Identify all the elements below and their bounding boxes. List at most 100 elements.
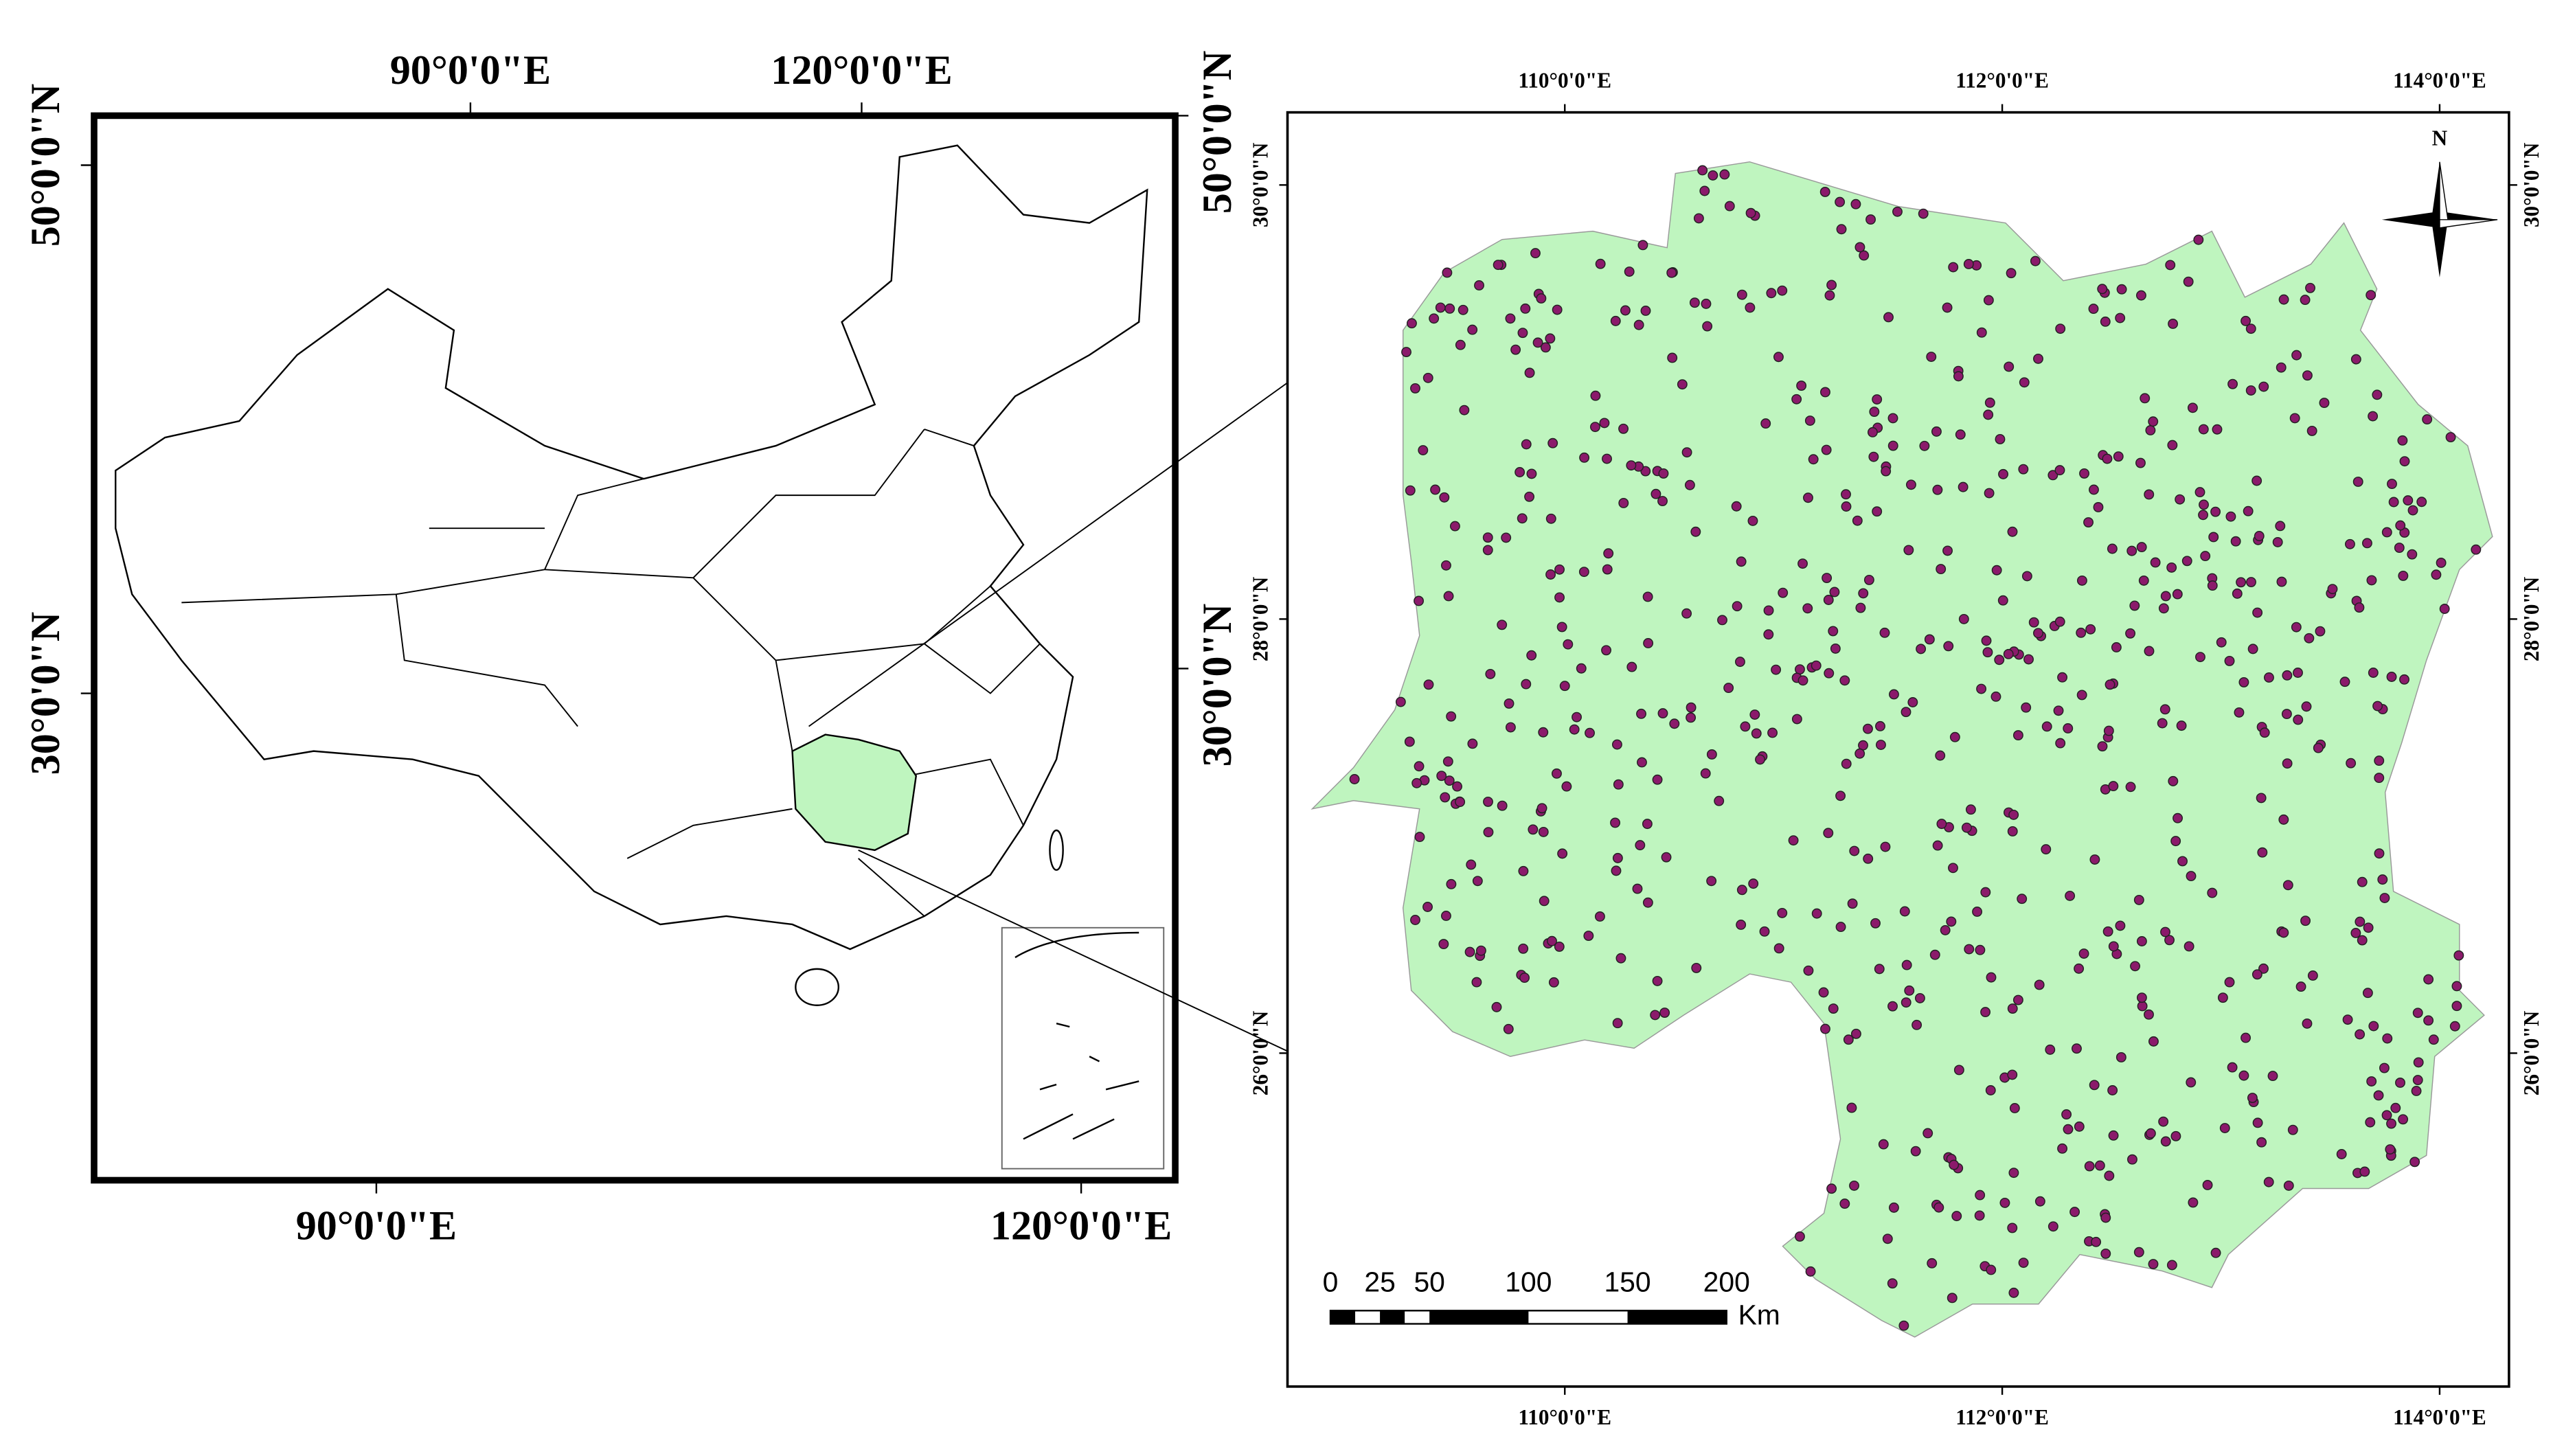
sample-site [1501,532,1512,543]
sample-site [1472,876,1483,887]
coordinate-label: 114°0'0"E [2393,69,2486,93]
sample-site [2126,545,2137,556]
scale-bar [1329,1310,1727,1325]
sample-site [2363,922,2374,933]
sample-site [2033,628,2043,639]
sample-site [1839,675,1850,686]
sample-site [2236,577,2247,588]
sample-site [2129,600,2140,611]
sample-site [1887,1278,1898,1289]
sample-site [2108,781,2119,792]
sample-site [2449,1021,2460,1032]
sample-site [1788,835,1799,846]
sample-site [2247,644,2258,655]
coordinate-label: 26°0'0"N [1249,1010,1273,1095]
sample-site [1446,711,1457,722]
sample-site [2411,1086,2422,1096]
sample-site [2170,1130,2181,1141]
sample-site [1444,303,1455,314]
sample-site [1736,920,1747,930]
coordinate-label: 120°0'0"E [771,47,952,93]
sample-site [2403,495,2414,506]
sample-site [1958,481,1969,492]
sample-site [1569,724,1580,735]
sample-site [1949,1159,1960,1170]
sample-site [2259,727,2270,738]
sample-site [1457,304,1468,315]
sample-site [1452,781,1462,792]
sample-site [2107,1085,2118,1095]
sample-site [2076,575,2087,586]
sample-site [2275,521,2286,532]
sample-site [1903,545,1914,556]
sample-site [1819,186,1830,197]
sample-site [1504,698,1515,709]
sample-site [2272,536,2283,547]
sample-site [2352,476,2363,487]
sample-site [1422,372,1433,383]
sample-site [2160,926,2170,937]
sample-site [2198,424,2209,435]
sample-site [1863,723,1873,734]
sample-site [2089,484,2099,495]
sample-site [2304,633,2315,644]
sample-site [2168,319,2179,329]
sample-site [1994,655,2005,666]
sample-site [1652,975,1663,986]
sample-site [2374,773,2385,784]
sample-site [2125,628,2136,639]
sample-site [2160,591,2171,602]
sample-site [1933,1202,1944,1213]
sample-site [2361,538,2372,549]
sample-site [1986,972,1997,983]
sample-site [1763,605,1774,616]
sample-site [1643,638,1654,648]
coordinate-label: 90°0'0"E [390,47,551,93]
sample-site [1440,560,1451,571]
sample-site [2102,453,2113,464]
sample-site [1740,721,1751,732]
sample-site [1524,367,1535,378]
sample-site [1914,992,1925,1003]
coordinate-label: 112°0'0"E [1955,69,2049,93]
sample-site [1517,328,1528,339]
sample-site [2354,602,2365,613]
sample-site [2394,543,2405,554]
sample-site [1684,479,1695,490]
sample-site [1503,1023,1514,1034]
sample-site [2093,502,2104,512]
sample-site [2172,589,2183,600]
sample-site [1601,645,1612,656]
coordinate-label: 30°0'0"N [1249,142,1273,227]
sample-site [1760,418,1771,429]
sample-site [2293,714,2304,725]
sample-site [2053,705,2064,716]
sample-site [2412,1075,2423,1086]
sample-site [2198,510,2209,521]
sample-site [2072,1043,2082,1054]
sample-site [1964,944,1975,955]
sample-site [2453,950,2464,961]
sample-site [1442,756,1453,767]
sample-site [1932,484,1943,495]
sample-site [1855,602,1866,613]
sample-site [1910,1146,1921,1157]
sample-site [1650,1010,1661,1021]
sample-site [1763,629,1774,640]
sample-site [1652,774,1663,785]
sample-site [2355,1029,2366,1040]
sample-site [2387,479,2397,490]
sample-site [1901,997,1912,1008]
sample-site [2108,1130,2119,1141]
sample-site [1548,977,1559,988]
sample-site [2407,549,2418,560]
sample-site [2186,871,2197,882]
sample-site [2115,920,2126,931]
sample-site [1878,1139,1889,1150]
sample-site [1836,224,1847,235]
sample-site [1666,267,1677,278]
sample-site [1610,817,1620,828]
sample-site [2145,1128,2156,1139]
sample-site [2094,1160,2105,1171]
